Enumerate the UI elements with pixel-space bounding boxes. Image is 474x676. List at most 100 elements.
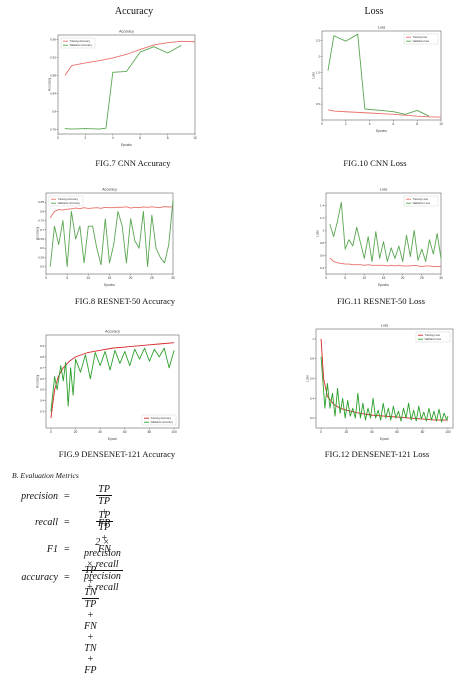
x-tick-label: 10: [87, 276, 91, 280]
x-tick-label: 0: [50, 430, 52, 434]
legend-label: Validation loss: [425, 337, 442, 341]
y-axis-label: Accuracy: [36, 375, 40, 389]
x-tick-label: 10: [193, 136, 197, 140]
series-line-training: [329, 257, 441, 267]
legend-label: Training Accuracy: [151, 416, 172, 420]
denominator: TP + FN: [96, 521, 113, 555]
equals-sign: =: [64, 491, 70, 502]
chart-title: Accuracy: [105, 330, 120, 334]
legend-label: Validation loss: [413, 39, 430, 43]
y-axis-label: Loss: [316, 230, 320, 237]
y-tick-label: 0.6: [320, 253, 325, 257]
y-tick-label: 0.8: [320, 241, 325, 245]
y-tick-label: 0.55: [38, 255, 44, 259]
resnet-loss-caption: FIG.11 RESNET-50 Loss: [337, 296, 425, 306]
equation-lhs: recall: [35, 517, 58, 528]
y-tick-label: 0.4: [310, 396, 315, 400]
y-axis-label: Accuracy: [48, 78, 52, 92]
plot-area: [57, 34, 196, 135]
chart-title: Accuracy: [102, 188, 117, 192]
y-tick-label: 0.8: [310, 357, 315, 361]
y-tick-label: 1: [318, 86, 320, 90]
y-tick-label: 0.5: [316, 102, 321, 106]
x-tick-label: 6: [393, 122, 395, 126]
series-line-validation: [49, 200, 174, 268]
y-tick-label: 1: [312, 337, 314, 341]
series-line-training: [327, 109, 442, 118]
resnet_acc-svg: Accuracy 0 5 10 15 20 25 30 0.5 0.55 0.6 0.65 0.7 0.7…: [36, 188, 175, 288]
x-tick-label: 80: [421, 430, 425, 434]
y-tick-label: 0.96: [50, 38, 56, 42]
x-tick-label: 0: [45, 276, 47, 280]
x-tick-label: 80: [148, 430, 152, 434]
y-tick-label: 0.9: [40, 344, 45, 348]
x-tick-label: 6: [139, 136, 141, 140]
equation-lhs: precision: [21, 491, 58, 502]
resnet-accuracy-chart: Accuracy 0 5 10 15 20 25 30 0.5 0.55 0.6 0.65 0.7 0.7…: [36, 184, 176, 288]
legend-label: Validation Accuracy: [70, 43, 93, 47]
plot-area: [321, 30, 442, 121]
denominator: TP + FP: [96, 495, 113, 529]
x-tick-label: 5: [66, 276, 68, 280]
x-tick-label: 60: [395, 430, 399, 434]
equation-fraction: TP TP + FN: [96, 510, 113, 555]
x-tick-label: 0: [57, 136, 59, 140]
x-tick-label: 8: [167, 136, 169, 140]
y-tick-label: 0.84: [50, 92, 56, 96]
y-tick-label: 0.8: [40, 355, 45, 359]
x-tick-label: 20: [401, 276, 405, 280]
y-axis-label: Loss: [306, 375, 310, 382]
legend-label: Training Accuracy: [70, 39, 91, 43]
accuracy-column-heading: Accuracy: [114, 6, 154, 17]
x-axis-label: Epochs: [378, 283, 389, 287]
y-tick-label: 1.4: [320, 203, 325, 207]
x-tick-label: 40: [98, 430, 102, 434]
x-tick-label: 4: [112, 136, 114, 140]
y-tick-label: 0.92: [50, 56, 56, 60]
resnet-accuracy-caption: FIG.8 RESNET-50 Accuracy: [74, 296, 176, 306]
y-tick-label: 1: [322, 228, 324, 232]
x-tick-label: 15: [108, 276, 112, 280]
y-tick-label: 2.5: [316, 39, 321, 43]
x-tick-label: 5: [344, 276, 346, 280]
dense_acc-svg: Accuracy 0 20 40 60 80 100 0.3 0.4 0.5 0.6 0.7 0.8 0.…: [36, 330, 180, 441]
resnet_loss-svg: Loss 0 5 10 15 20 25 30 0.4 0.6 0.8 1 1.2 1.4 Epochs Lo…: [316, 188, 443, 288]
legend-label: Validation Accuracy: [58, 201, 81, 205]
x-tick-label: 20: [129, 276, 133, 280]
cnn-loss-caption: FIG.10 CNN Loss: [343, 158, 407, 168]
legend-box: [415, 331, 451, 343]
x-axis-label: Epochs: [376, 129, 387, 133]
y-tick-label: 1.2: [320, 216, 325, 220]
chart-title: Loss: [378, 26, 386, 30]
cnn-accuracy-chart: Accuracy 0 2 4 6 8 10 0.76 0.8 0.84 0.88 0.92 0.96 Ep…: [48, 26, 198, 148]
densenet-loss-chart: Loss 0 20 40 60 80 100 0.2 0.4 0.6 0.8 1 Epoch Loss Tr…: [306, 320, 456, 442]
y-tick-label: 0.6: [40, 246, 45, 250]
x-tick-label: 20: [74, 430, 78, 434]
cnn-loss-chart: Loss 0 2 4 6 8 10 0.5 1 1.5 2 2.5 Epochs Loss Training…: [312, 22, 444, 134]
x-tick-label: 8: [416, 122, 418, 126]
x-tick-label: 30: [439, 276, 443, 280]
resnet-loss-chart: Loss 0 5 10 15 20 25 30 0.4 0.6 0.8 1 1.2 1.4 Epochs Lo…: [316, 184, 444, 288]
series-line-validation: [320, 356, 449, 423]
legend-label: Validation Accuracy: [151, 420, 174, 424]
legend-label: Training Loss: [425, 333, 441, 337]
equation-fraction: TP TP + FP: [96, 484, 113, 529]
y-tick-label: 0.5: [40, 388, 45, 392]
x-tick-label: 40: [370, 430, 374, 434]
y-tick-label: 0.4: [320, 266, 325, 270]
equals-sign: =: [64, 572, 70, 583]
x-tick-label: 0: [321, 122, 323, 126]
densenet-accuracy-chart: Accuracy 0 20 40 60 80 100 0.3 0.4 0.5 0.6 0.7 0.8 0.…: [36, 326, 182, 442]
x-tick-label: 0: [325, 276, 327, 280]
x-tick-label: 2: [85, 136, 87, 140]
x-tick-label: 0: [320, 430, 322, 434]
chart-title: Accuracy: [119, 30, 134, 34]
y-tick-label: 0.7: [40, 366, 45, 370]
numerator: TP + TN: [84, 565, 97, 598]
denominator: TP + FN + TN + FP: [82, 598, 99, 676]
series-line-validation: [50, 347, 175, 412]
cnn_loss-svg: Loss 0 2 4 6 8 10 0.5 1 1.5 2 2.5 Epochs Loss Training…: [312, 26, 443, 134]
chart-title: Loss: [381, 324, 389, 328]
y-tick-label: 0.6: [40, 377, 45, 381]
y-tick-label: 1.5: [316, 70, 321, 74]
